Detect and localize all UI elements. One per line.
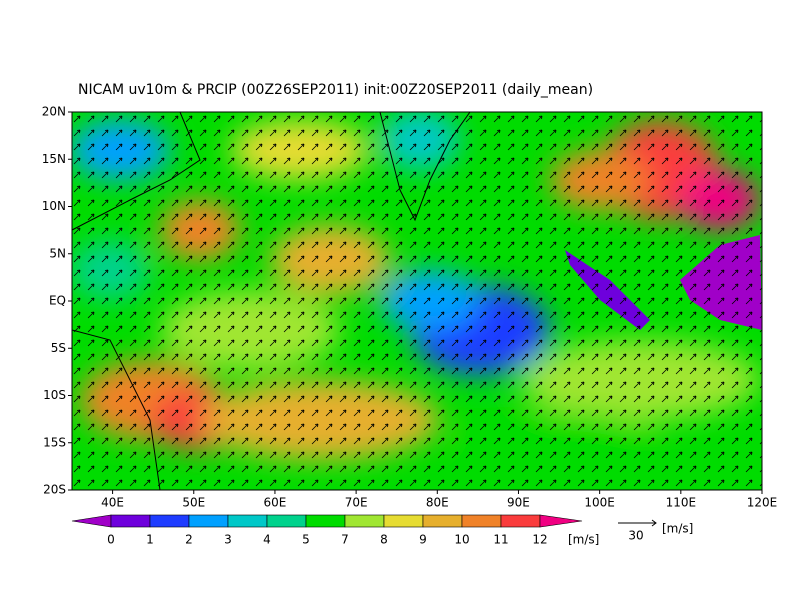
y-tick-label: 5N (49, 246, 66, 260)
x-tick-label: 50E (182, 496, 205, 510)
colorbar-box (266, 514, 307, 528)
y-tick-label: 20N (42, 105, 66, 119)
x-tick-label: 70E (345, 496, 368, 510)
map-title: NICAM uv10m & PRCIP (00Z26SEP2011) init:… (78, 82, 593, 98)
colorbar-label: 2 (185, 533, 193, 547)
reference-vector: 30 [m/s] (618, 519, 693, 543)
colorbar-label: 0 (107, 533, 115, 547)
x-tick-label: 100E (584, 496, 615, 510)
wind-field (72, 112, 762, 490)
x-tick-label: 90E (507, 496, 530, 510)
y-tick-label: 5S (51, 341, 66, 355)
colorbar-box (422, 514, 463, 528)
y-tick-label: 15N (42, 152, 66, 166)
x-tick-label: 40E (101, 496, 124, 510)
colorbar-label: 9 (419, 533, 427, 547)
x-tick-label: 60E (264, 496, 287, 510)
y-tick-label: 10N (42, 199, 66, 213)
colorbar-box (227, 514, 268, 528)
colorbar-label: 5 (302, 533, 310, 547)
x-tick-label: 110E (666, 496, 697, 510)
y-tick-label: 10S (43, 388, 66, 402)
colorbar-box (344, 514, 385, 528)
colorbar-label: 11 (493, 533, 508, 547)
colorbar-unit: [m/s] (568, 533, 599, 547)
colorbar-triangle (539, 514, 583, 528)
colorbar-box (383, 514, 424, 528)
reference-vector-unit: [m/s] (662, 522, 693, 536)
colorbar-label: 12 (532, 533, 547, 547)
colorbar-box (305, 514, 346, 528)
colorbar-label: 1 (146, 533, 154, 547)
colorbar-box (110, 514, 151, 528)
colorbar-triangle (71, 514, 112, 528)
wind-vectors (72, 112, 762, 490)
y-tick-label: 20S (43, 483, 66, 497)
x-tick-label: 80E (426, 496, 449, 510)
colorbar-label: 10 (454, 533, 469, 547)
x-tick-label: 120E (747, 496, 778, 510)
colorbar-label: 8 (380, 533, 388, 547)
colorbar-box (149, 514, 190, 528)
colorbar-label: 7 (341, 533, 349, 547)
colorbar-box (500, 514, 541, 528)
colorbar-label: 4 (263, 533, 271, 547)
y-tick-label: EQ (49, 294, 66, 308)
reference-vector-value: 30 (628, 529, 643, 543)
y-tick-label: 15S (43, 435, 66, 449)
colorbar-label: 3 (224, 533, 232, 547)
colorbar-box (461, 514, 502, 528)
colorbar-box (188, 514, 229, 528)
